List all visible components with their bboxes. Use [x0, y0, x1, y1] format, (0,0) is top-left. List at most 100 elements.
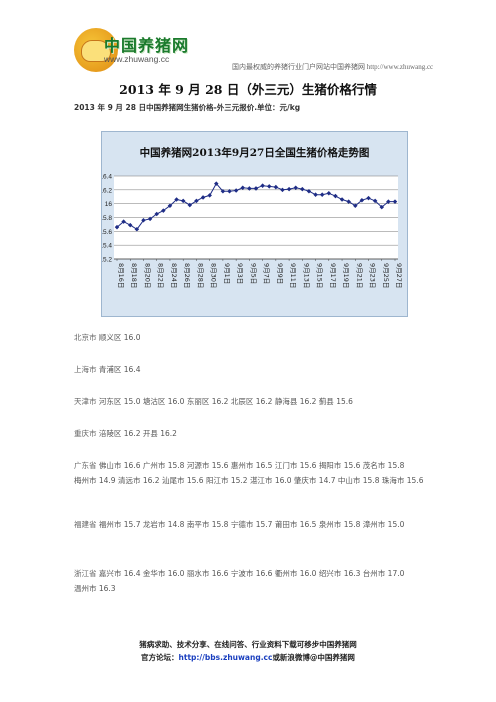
y-tick-label: 16.4: [102, 174, 112, 181]
region-2: 天津市 河东区 15.0 塘沽区 16.0 东丽区 16.2 北辰区 16.2 …: [74, 394, 424, 409]
city-price: 嘉兴市 16.4: [98, 569, 141, 578]
data-point: [346, 199, 351, 204]
chart-plot-area: 16.4 16.2 16 15.8 15.6 15.4 15.2 8月16日 8月18日 8月20…: [102, 174, 403, 289]
x-tick-label: 8月16日: [117, 263, 125, 288]
logo-url: www.zhuwang.cc: [104, 54, 170, 64]
x-tick-label: 8月22日: [157, 263, 165, 288]
x-tick-label: 9月15日: [316, 263, 324, 288]
x-tick-label: 9月17日: [329, 263, 337, 288]
province-name: 浙江省: [74, 569, 97, 578]
x-tick-label: 8月30日: [210, 263, 218, 288]
province-name: 广东省: [74, 461, 97, 470]
x-tick-label: 9月27日: [395, 263, 403, 288]
city-price: 金华市 16.0: [142, 569, 185, 578]
city-price: 顺义区 16.0: [98, 333, 141, 342]
data-point: [220, 188, 226, 194]
data-point: [227, 188, 232, 194]
data-point: [300, 186, 305, 192]
city-price: 静海县 16.2: [274, 397, 317, 406]
x-tick-label: 9月7日: [263, 263, 271, 284]
x-tick-label: 9月3日: [236, 263, 244, 284]
y-tick-label: 15.4: [102, 243, 112, 250]
data-point: [247, 186, 252, 191]
region-6: 浙江省 嘉兴市 16.4 金华市 16.0 丽水市 16.6 宁波市 16.6 …: [74, 566, 424, 596]
y-tick-label: 15.2: [102, 257, 112, 264]
city-price: 蓟县 15.6: [318, 397, 353, 406]
y-tick-label: 15.6: [102, 229, 112, 236]
city-price: 漳州市 15.0: [362, 520, 405, 529]
city-price: 揭阳市 15.6: [318, 461, 361, 470]
data-point: [121, 219, 126, 224]
city-price: 涪陵区 16.2: [98, 429, 141, 438]
city-price: 阳江市 15.2: [205, 476, 248, 485]
city-price: 台州市 17.0: [362, 569, 405, 578]
city-price: 绍兴市 16.3: [318, 569, 361, 578]
x-tick-label: 8月28日: [196, 263, 204, 288]
data-point: [353, 203, 358, 209]
x-tick-label: 8月26日: [183, 263, 191, 288]
page-subtitle: 2013 年 9 月 28 日中国养猪网生猪价格-外三元报价.单位：元/kg: [74, 103, 301, 112]
y-tick-label: 15.8: [102, 215, 112, 222]
region-5: 福建省 福州市 15.7 龙岩市 14.8 南平市 15.8 宁德市 15.7 …: [74, 517, 424, 532]
city-price: 南平市 15.8: [186, 520, 229, 529]
data-point: [339, 197, 345, 202]
y-tick-label: 16.2: [102, 187, 112, 194]
x-tick-label: 9月23日: [369, 263, 377, 288]
city-price: 衢州市 16.0: [274, 569, 317, 578]
x-tick-label: 9月1日: [223, 263, 231, 284]
pig-logo-icon: [74, 28, 118, 72]
data-point: [333, 193, 338, 199]
city-price: 宁德市 15.7: [230, 520, 273, 529]
data-point: [313, 192, 318, 197]
footer-forum-label: 官方论坛: [141, 653, 172, 662]
footer-weibo: 或新浪微博@中国养猪网: [272, 653, 355, 662]
x-tick-label: 9月5日: [249, 263, 257, 284]
city-price: 梅州市 14.9: [74, 476, 116, 485]
city-price: 汕尾市 15.6: [161, 476, 204, 485]
x-tick-label: 9月21日: [355, 263, 363, 288]
chart-title: 中国养猪网2013年9月27日全国生猪价格走势图: [139, 147, 370, 159]
data-point: [154, 211, 159, 217]
city-price: 福州市 15.7: [98, 520, 141, 529]
city-price: 江门市 15.6: [274, 461, 317, 470]
region-4: 广东省 佛山市 16.6 广州市 15.8 河源市 15.6 惠州市 16.5 …: [74, 458, 424, 488]
city-price: 丽水市 16.6: [186, 569, 229, 578]
city-price: 龙岩市 14.8: [142, 520, 185, 529]
site-logo[interactable]: 中国养猪网 www.zhuwang.cc: [74, 28, 194, 78]
region-0: 北京市 顺义区 16.0: [74, 330, 424, 345]
x-tick-label: 9月19日: [342, 263, 350, 288]
x-tick-label: 9月25日: [382, 263, 390, 288]
region-3: 重庆市 涪陵区 16.2 开县 16.2: [74, 426, 424, 441]
city-price: 河源市 15.6: [186, 461, 229, 470]
city-price: 珠海市 15.6: [381, 476, 424, 485]
footer-line-2: 官方论坛：http://bbs.zhuwang.cc或新浪微博@中国养猪网: [141, 653, 355, 662]
city-price: 塘沽区 16.0: [142, 397, 185, 406]
province-name: 北京市: [74, 333, 97, 342]
city-price: 青浦区 16.4: [98, 365, 141, 374]
province-name: 福建省: [74, 520, 97, 529]
x-tick-label: 9月9日: [276, 263, 284, 284]
data-point: [240, 185, 246, 191]
city-price: 肇庆市 14.7: [293, 476, 336, 485]
x-tick-label: 9月11日: [289, 263, 297, 288]
province-name: 上海市: [74, 365, 97, 374]
x-tick-label: 8月24日: [170, 263, 178, 288]
logo-text: 中国养猪网: [104, 36, 190, 55]
city-price: 东丽区 16.2: [186, 397, 229, 406]
city-price: 泉州市 15.8: [318, 520, 361, 529]
province-name: 天津市: [74, 397, 97, 406]
province-name: 重庆市: [74, 429, 97, 438]
city-price: 温州市 16.3: [74, 584, 116, 593]
x-tick-label: 9月13日: [302, 263, 310, 288]
city-price: 北辰区 16.2: [230, 397, 273, 406]
footer-line-1: 猪病求助、技术分享、在线问答、行业资料下载可移步中国养猪网: [139, 640, 357, 649]
region-1: 上海市 青浦区 16.4: [74, 362, 424, 377]
data-point: [326, 191, 332, 196]
city-price: 佛山市 16.6: [98, 461, 141, 470]
forum-link[interactable]: http://bbs.zhuwang.cc: [178, 653, 273, 662]
city-price: 惠州市 16.5: [230, 461, 273, 470]
city-price: 广州市 15.8: [142, 461, 185, 470]
city-price: 宁波市 16.6: [230, 569, 273, 578]
city-price: 茂名市 15.8: [362, 461, 405, 470]
city-price: 中山市 15.8: [337, 476, 380, 485]
